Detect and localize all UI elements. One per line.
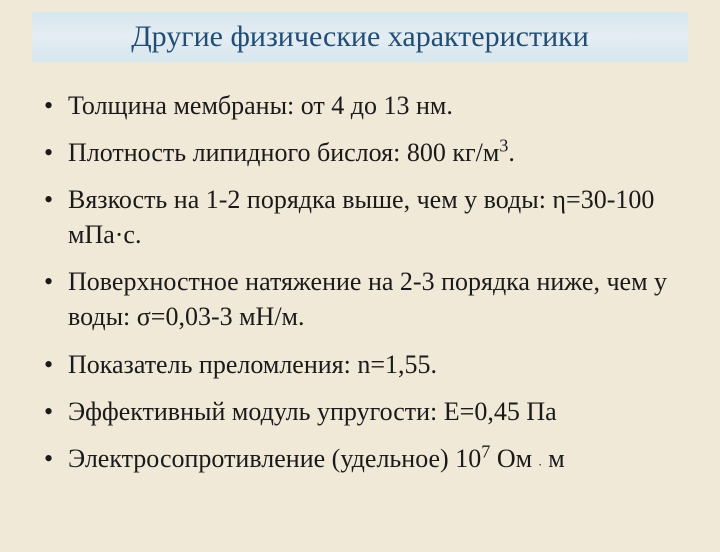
bullet-text: Толщина мембраны: от 4 до 13 нм. xyxy=(68,91,453,120)
title-bar: Другие физические характеристики xyxy=(32,12,688,62)
bullet-list: Толщина мембраны: от 4 до 13 нм. Плотнос… xyxy=(40,88,680,476)
list-item: Вязкость на 1-2 порядка выше, чем у воды… xyxy=(40,182,680,252)
superscript: 7 xyxy=(481,441,490,461)
bullet-text-post: . xyxy=(508,138,515,167)
list-item: Эффективный модуль упругости: E=0,45 Па xyxy=(40,394,680,429)
bullet-text: Показатель преломления: n=1,55. xyxy=(68,350,437,379)
list-item: Электросопротивление (удельное) 107 Ом .… xyxy=(40,441,680,476)
list-item: Плотность липидного бислоя: 800 кг/м3. xyxy=(40,135,680,170)
bullet-text: Вязкость на 1-2 порядка выше, чем у воды… xyxy=(68,185,654,249)
bullet-text-pre: Электросопротивление (удельное) 10 xyxy=(68,444,481,473)
list-item: Поверхностное натяжение на 2-3 порядка н… xyxy=(40,264,680,334)
bullet-text-post: м xyxy=(542,444,565,473)
bullet-text: Поверхностное натяжение на 2-3 порядка н… xyxy=(68,267,667,331)
bullet-text-pre: Плотность липидного бислоя: 800 кг/м xyxy=(68,138,499,167)
bullet-text: Эффективный модуль упругости: E=0,45 Па xyxy=(68,397,557,426)
bullet-text-mid: Ом xyxy=(490,444,538,473)
list-item: Толщина мембраны: от 4 до 13 нм. xyxy=(40,88,680,123)
list-item: Показатель преломления: n=1,55. xyxy=(40,347,680,382)
slide-title: Другие физические характеристики xyxy=(131,20,589,53)
